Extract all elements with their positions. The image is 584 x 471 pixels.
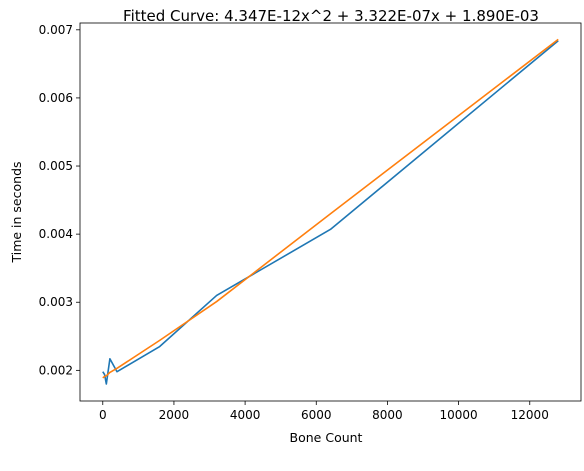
x-tick-label: 10000 [440,408,478,422]
y-tick-label: 0.007 [39,23,73,37]
y-tick-label: 0.002 [39,363,73,377]
x-tick-label: 6000 [301,408,332,422]
series-line-2 [102,38,559,379]
plot-area [102,38,559,385]
x-tick-label: 2000 [159,408,190,422]
x-tick-label: 0 [99,408,107,422]
y-axis: 0.002 0.003 0.004 0.005 0.006 0.007 [39,23,80,377]
x-tick-label: 8000 [372,408,403,422]
y-tick-label: 0.006 [39,91,73,105]
x-tick-label: 4000 [230,408,261,422]
x-tick-label: 12000 [511,408,549,422]
y-tick-label: 0.003 [39,295,73,309]
plot-frame [79,22,582,402]
series-line-1 [102,40,559,385]
y-tick-label: 0.005 [39,159,73,173]
y-tick-label: 0.004 [39,227,73,241]
x-axis: 0 2000 4000 6000 8000 10000 12000 [99,401,549,422]
y-axis-label: Time in seconds [9,161,24,263]
x-axis-label: Bone Count [290,430,363,445]
chart-title: Fitted Curve: 4.347E-12x^2 + 3.322E-07x … [123,7,539,25]
